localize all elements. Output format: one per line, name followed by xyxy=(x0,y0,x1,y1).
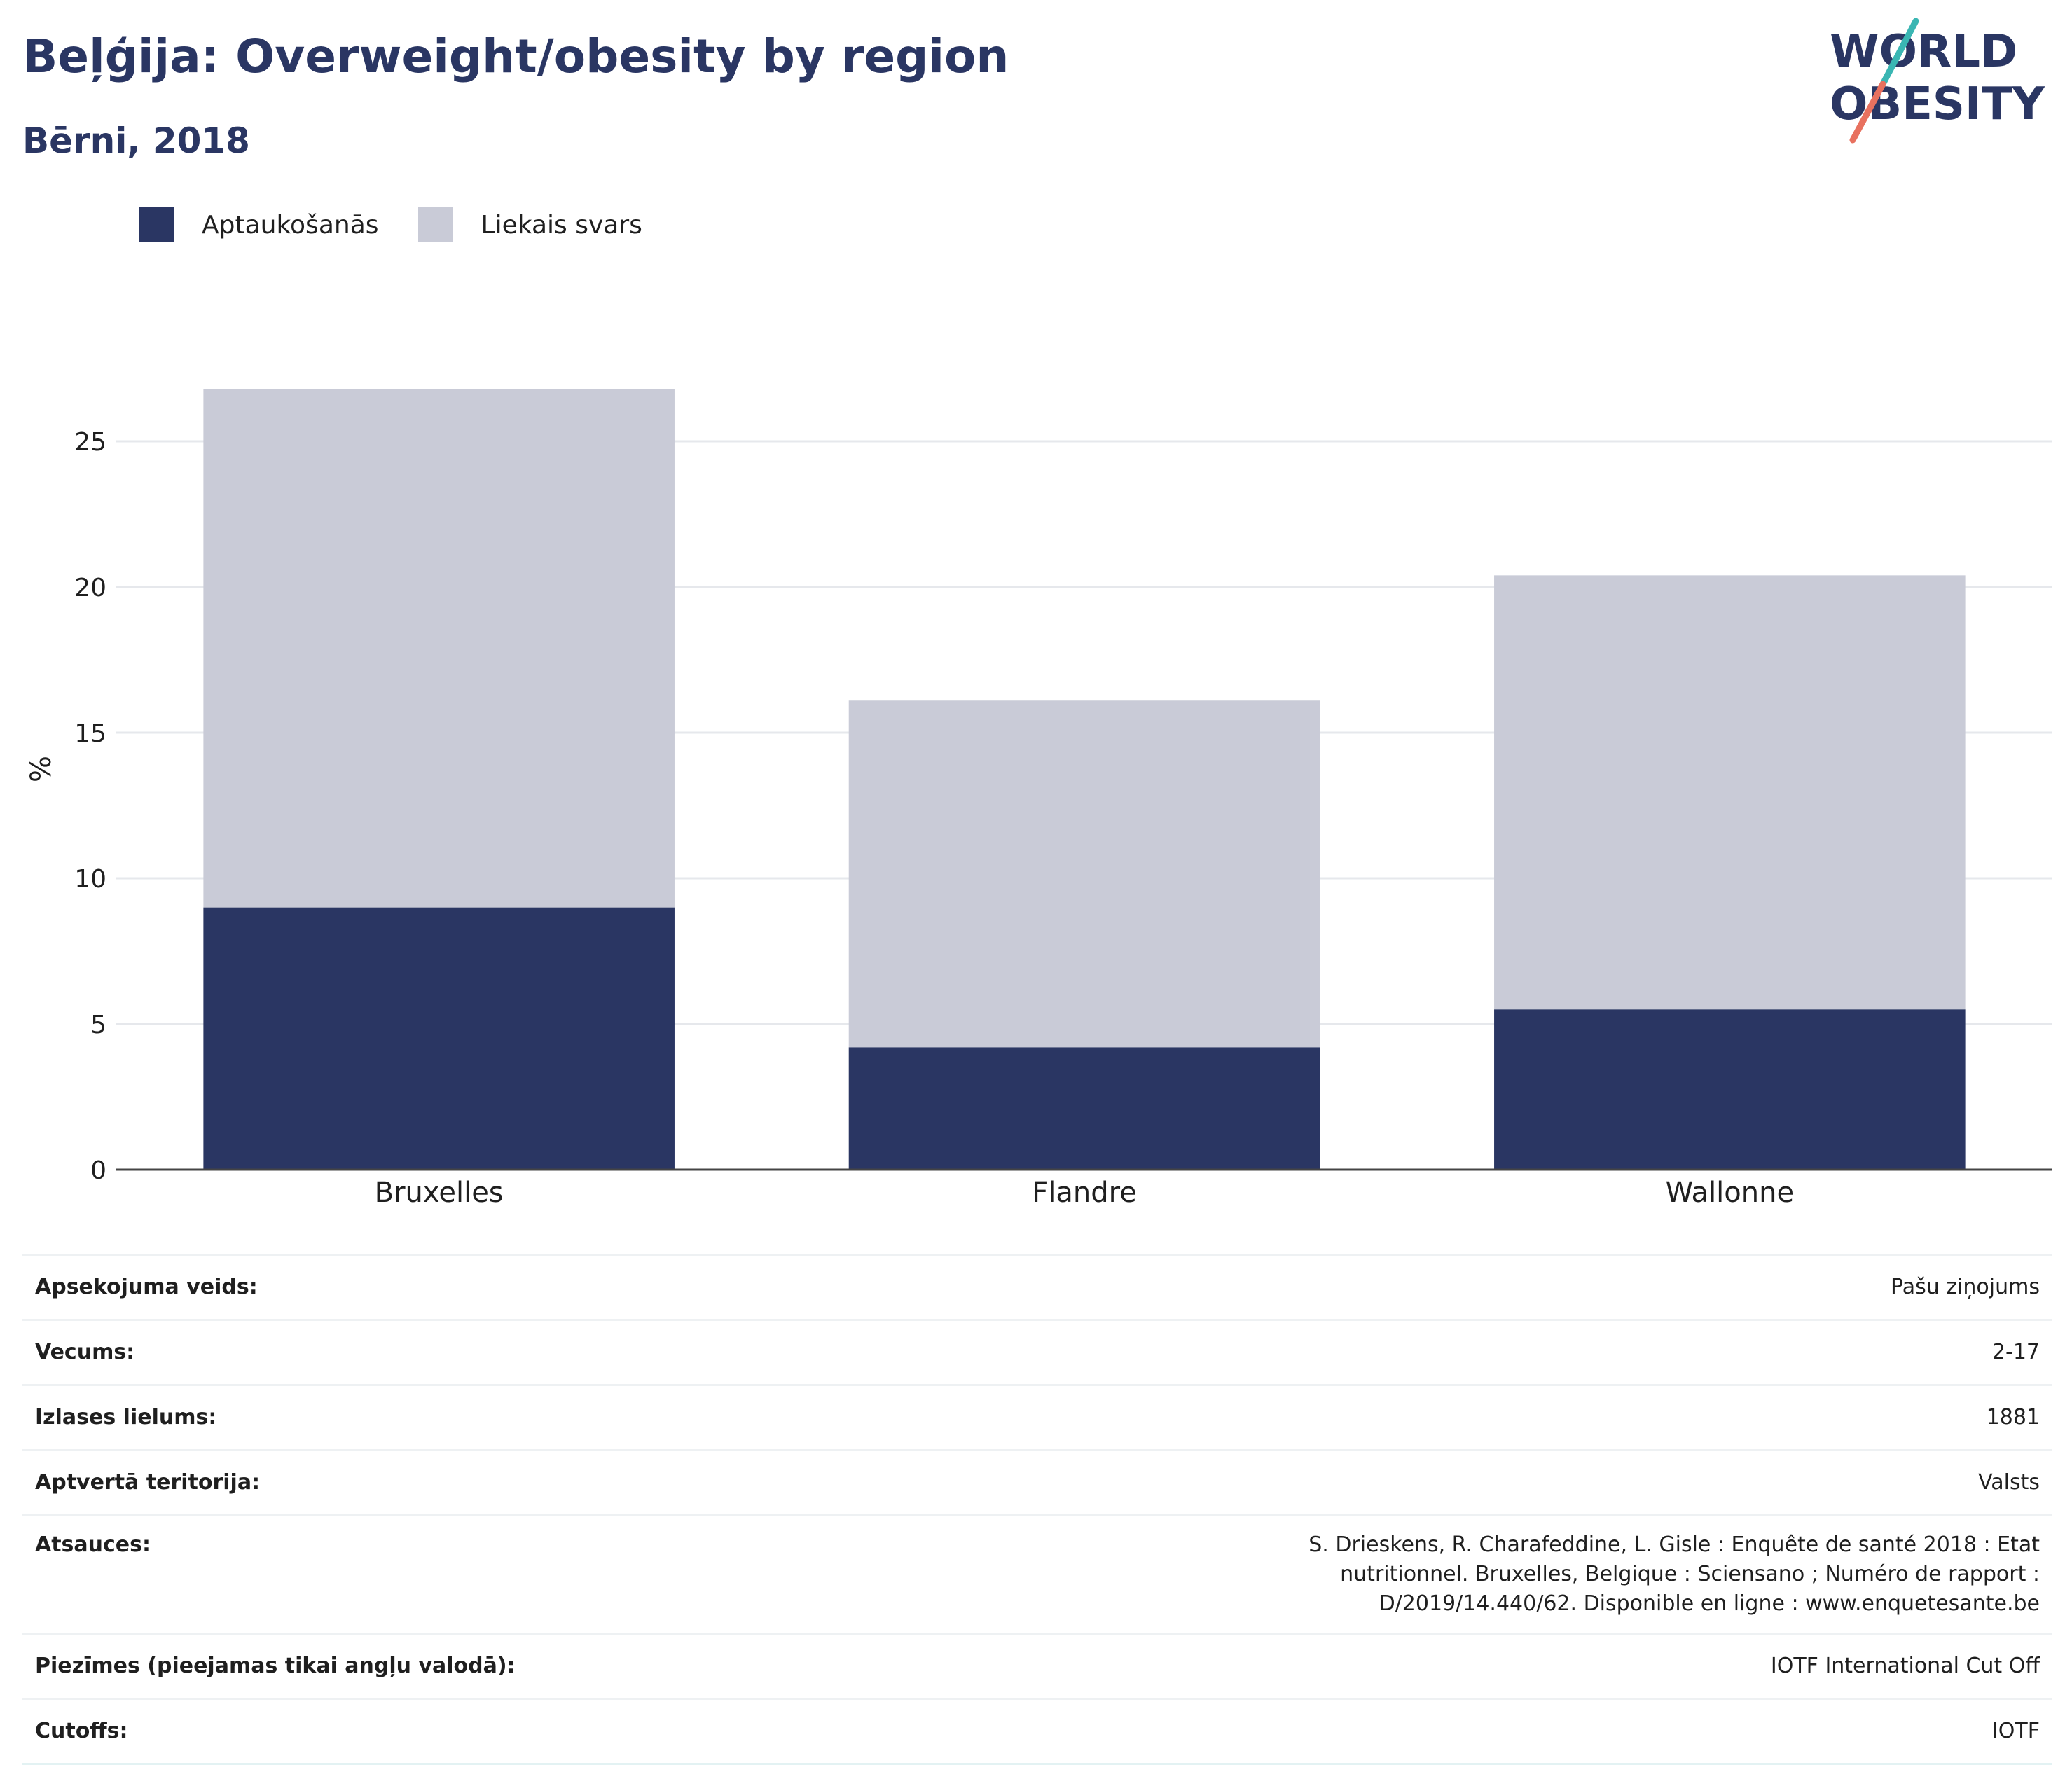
logo-slash-coral xyxy=(1849,81,1886,144)
bar-wallonne-obesity xyxy=(1494,1009,1966,1170)
bar-flandre-obesity xyxy=(848,1047,1320,1170)
details-key: Izlases lielums: xyxy=(35,1405,217,1430)
x-tick-label: Bruxelles xyxy=(375,1177,504,1209)
logo-slash-teal xyxy=(1879,18,1919,88)
legend: Aptaukošanās Liekais svars xyxy=(139,207,682,242)
details-key: Cutoffs: xyxy=(35,1719,128,1743)
y-tick-label: 10 xyxy=(74,865,106,894)
details-value: 1881 xyxy=(1986,1405,2040,1430)
details-value: Pašu ziņojums xyxy=(1891,1275,2040,1299)
details-key: Vecums: xyxy=(35,1340,135,1364)
details-key: Piezīmes (pieejamas tikai angļu valodā): xyxy=(35,1654,516,1678)
bar-bruxelles-obesity xyxy=(203,907,675,1170)
page-subtitle: Bērni, 2018 xyxy=(22,120,250,161)
stacked-bar-chart: 0 5 10 15 20 25% Bruxelles Flandre Wallonne xyxy=(25,389,2052,1209)
world-obesity-logo: WORLD OBESITY xyxy=(1830,18,2045,144)
y-tick-label: 25 xyxy=(74,428,106,457)
details-table: Apsekojuma veids: Pašu ziņojums Vecums: 2-1… xyxy=(22,1254,2052,1765)
x-tick-label: Flandre xyxy=(1032,1177,1137,1209)
legend-item-overweight[interactable]: Liekais svars xyxy=(417,207,642,242)
legend-label-overweight: Liekais svars xyxy=(481,210,642,240)
details-value: IOTF International Cut Off xyxy=(1770,1654,2040,1678)
y-tick-label: 0 xyxy=(90,1156,106,1185)
details-row: Izlases lielums: 1881 xyxy=(22,1385,2052,1451)
legend-label-obesity: Aptaukošanās xyxy=(202,210,379,240)
y-tick-label: 15 xyxy=(74,719,106,748)
details-row: Cutoffs: IOTF xyxy=(22,1698,2052,1764)
details-row: Aptvertā teritorija: Valsts xyxy=(22,1450,2052,1516)
details-key: Atsauces: xyxy=(35,1532,151,1557)
details-row: Piezīmes (pieejamas tikai angļu valodā):… xyxy=(22,1633,2052,1699)
logo-line1: WORLD xyxy=(1830,26,2017,78)
x-tick-label: Wallonne xyxy=(1666,1177,1795,1209)
details-row: Atsauces: S. Drieskens, R. Charafeddine, … xyxy=(22,1515,2052,1634)
details-row: Vecums: 2-17 xyxy=(22,1320,2052,1385)
legend-swatch-obesity xyxy=(139,207,174,242)
details-value: Valsts xyxy=(1978,1470,2040,1495)
page-title: Beļģija: Overweight/obesity by region xyxy=(22,29,1009,83)
details-value: IOTF xyxy=(1991,1719,2040,1743)
legend-item-obesity[interactable]: Aptaukošanās xyxy=(139,207,379,242)
details-value: S. Drieskens, R. Charafeddine, L. Gisle … xyxy=(1308,1532,2040,1616)
details-key: Aptvertā teritorija: xyxy=(35,1470,261,1495)
bar-bruxelles-overweight xyxy=(203,389,675,908)
bar-flandre-overweight xyxy=(848,700,1320,1048)
bar-wallonne-overweight xyxy=(1494,575,1966,1010)
y-tick-label: 20 xyxy=(74,574,106,602)
details-value: 2-17 xyxy=(1991,1340,2040,1364)
y-axis-label: % xyxy=(25,756,57,782)
details-key: Apsekojuma veids: xyxy=(35,1275,258,1299)
y-tick-label: 5 xyxy=(90,1011,106,1039)
details-row: Apsekojuma veids: Pašu ziņojums xyxy=(22,1254,2052,1320)
legend-swatch-overweight xyxy=(417,207,453,242)
